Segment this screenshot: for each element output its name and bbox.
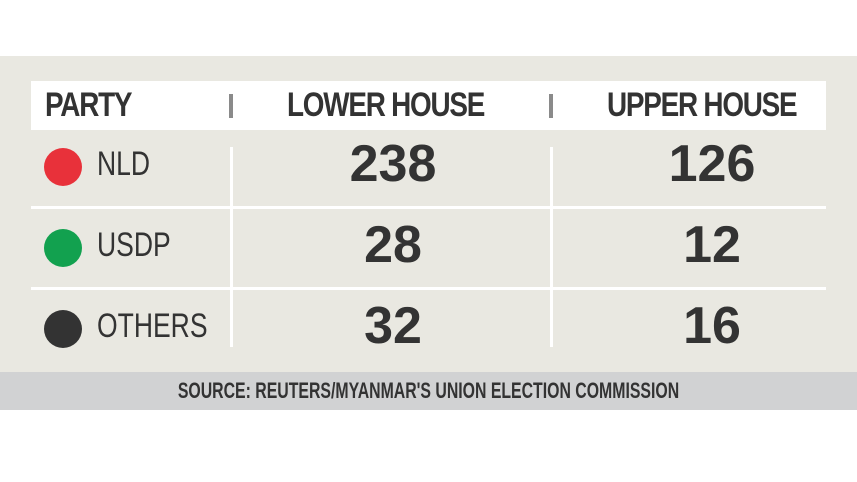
party-name: NLD <box>97 145 151 183</box>
lower-house-seats: 32 <box>364 297 422 355</box>
source-text: SOURCE: REUTERS/MYANMAR'S UNION ELECTION… <box>177 378 680 403</box>
lower-house-seats: 28 <box>364 216 422 274</box>
party-color-dot-icon <box>44 229 82 267</box>
upper-house-seats: 16 <box>683 297 741 355</box>
lower-house-seats: 238 <box>349 135 437 193</box>
party-color-dot-icon <box>44 310 82 348</box>
table-row: OTHERS 32 16 <box>31 290 826 370</box>
table-header: PARTY LOWER HOUSE UPPER HOUSE <box>31 81 826 130</box>
party-name: USDP <box>97 226 171 264</box>
header-upper-house: UPPER HOUSE <box>607 86 798 124</box>
column-divider <box>230 147 233 347</box>
table-row: NLD 238 126 <box>31 128 826 208</box>
row-divider <box>31 206 826 209</box>
source-bar: SOURCE: REUTERS/MYANMAR'S UNION ELECTION… <box>0 372 857 410</box>
row-divider <box>31 287 826 290</box>
party-color-dot-icon <box>44 148 82 186</box>
party-name: OTHERS <box>97 307 208 345</box>
header-divider <box>229 94 233 118</box>
upper-house-seats: 126 <box>668 135 756 193</box>
upper-house-seats: 12 <box>683 216 741 274</box>
header-party: PARTY <box>45 86 133 124</box>
table-row: USDP 28 12 <box>31 209 826 289</box>
column-divider <box>550 147 553 347</box>
header-lower-house: LOWER HOUSE <box>287 86 485 124</box>
header-divider <box>549 94 553 118</box>
